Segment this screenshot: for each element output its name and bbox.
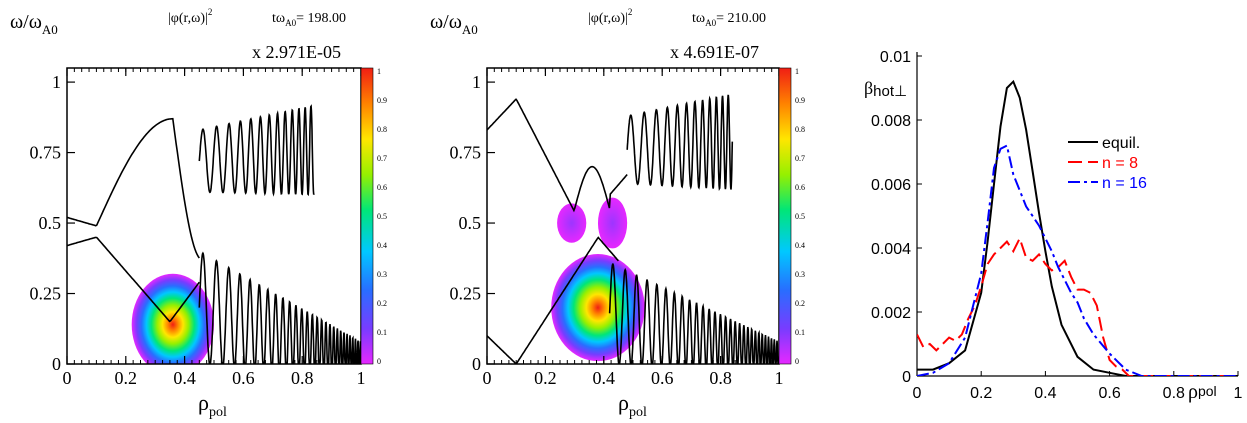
lower-branch-left (487, 236, 619, 364)
legend-label: n = 16 (1102, 175, 1147, 192)
p1-title: |φ(r,ω)|2 (168, 7, 212, 26)
p1-xlabel: ρpol (198, 390, 227, 420)
colorbar-tick-label: 0.6 (795, 183, 805, 192)
heat-blob-1 (131, 273, 214, 364)
heat-blob-3 (597, 197, 628, 249)
x-tick-label: 0.8 (709, 368, 732, 388)
x-tick-label: 0 (913, 385, 922, 402)
colorbar-tick-label: 0.6 (377, 183, 387, 192)
colorbar-tick-label: 0.9 (377, 96, 387, 105)
p2-time: tωA0= 210.00 (692, 11, 766, 28)
y-tick-label: 0.01 (880, 49, 911, 66)
p3-xlabel: ρpol (1188, 381, 1217, 403)
x-tick-label: 0.8 (1163, 385, 1185, 402)
upper-branch-left (487, 98, 628, 213)
p2-plot-area: 0 0.2 0.4 0.6 0.8 1 0 0.25 0.5 0.75 1 1 0.9 0.8 0.7 0.6… (450, 67, 806, 388)
p2-title: |φ(r,ω)|2 (588, 7, 632, 26)
colorbar-tick-label: 0.2 (795, 299, 805, 308)
y-tick-label: 0 (902, 369, 911, 386)
colorbar-tick-label: 0.1 (377, 328, 387, 337)
panel-2: ω/ωA0 |φ(r,ω)|2 tωA0= 210.00 x 4.691E-07… (430, 7, 805, 420)
y-tick-label: 0.5 (459, 213, 482, 233)
p1-time: tωA0= 198.00 (272, 11, 346, 28)
upper-branch-right (626, 94, 734, 192)
colorbar-tick-label: 0.7 (795, 154, 805, 163)
x-tick-label: 1 (357, 368, 366, 388)
y-tick-label: 0 (52, 354, 61, 374)
x-tick-label: 0.2 (115, 368, 138, 388)
colorbar-tick-label: 0.5 (795, 212, 805, 221)
x-tick-label: 0.8 (291, 368, 314, 388)
y-tick-label: 0.25 (30, 284, 62, 304)
y-tick-label: 0.004 (871, 241, 911, 258)
colorbar-tick-label: 1 (377, 67, 381, 76)
p2-xlabel: ρpol (618, 390, 647, 420)
legend: equil. n = 8 n = 16 (1068, 135, 1147, 192)
colorbar-tick-label: 0.2 (377, 299, 387, 308)
x-tick-label: 0.4 (173, 368, 196, 388)
y-tick-label: 0.002 (871, 305, 911, 322)
colorbar-tick-label: 0.3 (795, 270, 805, 279)
colorbar-tick-label: 0.1 (795, 328, 805, 337)
p1-ylabel: ω/ωA0 (10, 11, 58, 37)
colorbar-tick-label: 0 (795, 357, 799, 366)
y-tick-label: 0.008 (871, 113, 911, 130)
panel-3: βhot⊥ 0 0.002 0.004 0.006 0.008 0.01 0 0.2 0.4 0.… (864, 49, 1243, 403)
x-tick-label: 0.6 (1098, 385, 1120, 402)
series-line-equil (917, 79, 1238, 376)
y-tick-label: 1 (52, 72, 61, 92)
p3-plot-area: 0 0.002 0.004 0.006 0.008 0.01 0 0.2 0.4 0.6 0.8 1 e… (871, 49, 1243, 402)
x-tick-label: 1 (1234, 385, 1243, 402)
continuum-curves (67, 104, 361, 364)
colorbar-tick-label: 0.8 (377, 125, 387, 134)
y-tick-label: 0.75 (450, 143, 482, 163)
upper-branch-left (67, 117, 200, 259)
colorbar-tick-label: 0.5 (377, 212, 387, 221)
heat-blob-2 (557, 203, 587, 243)
x-tick-label: 0 (63, 368, 72, 388)
colorbar-tick-label: 0.9 (795, 96, 805, 105)
y-tick-label: 0.006 (871, 177, 911, 194)
upper-branch-right (198, 104, 315, 197)
x-tick-label: 0.2 (534, 368, 557, 388)
p2-ylabel: ω/ωA0 (430, 11, 478, 37)
colorbar-tick-label: 0.8 (795, 125, 805, 134)
p3-ylabel: βhot⊥ (864, 78, 907, 100)
series-line-n-8 (917, 235, 1238, 376)
x-tick-label: 1 (775, 368, 784, 388)
y-tick-label: 0 (472, 354, 481, 374)
colorbar (778, 67, 792, 365)
y-tick-label: 0.25 (450, 284, 482, 304)
colorbar-tick-label: 0.4 (377, 241, 387, 250)
p1-plot-area: 0 0.2 0.4 0.6 0.8 1 0 0.25 0.5 0.75 1 1 0.9 0.8 0.7 0.6… (30, 67, 388, 388)
legend-label: equil. (1102, 135, 1140, 152)
x-tick-label: 0.4 (1034, 385, 1056, 402)
y-tick-label: 0.5 (39, 213, 62, 233)
colorbar (360, 67, 374, 365)
lower-branch-right (198, 251, 361, 364)
x-tick-label: 0.6 (651, 368, 674, 388)
panel-1: ω/ωA0 |φ(r,ω)|2 tωA0= 198.00 x 2.971E-05… (10, 7, 387, 420)
y-tick-label: 1 (472, 72, 481, 92)
continuum-curves (487, 94, 779, 364)
legend-label: n = 8 (1102, 155, 1138, 172)
colorbar-tick-label: 0 (377, 357, 381, 366)
x-tick-label: 0.6 (232, 368, 255, 388)
series-line-n-16 (917, 144, 1238, 376)
heat-blob-1 (551, 254, 645, 362)
y-tick-label: 0.75 (30, 143, 62, 163)
x-tick-label: 0.2 (970, 385, 992, 402)
colorbar-tick-label: 0.4 (795, 241, 805, 250)
x-tick-label: 0 (483, 368, 492, 388)
colorbar-tick-label: 0.7 (377, 154, 387, 163)
x-tick-label: 0.4 (593, 368, 616, 388)
lower-branch-left (67, 236, 200, 323)
colorbar-tick-label: 0.3 (377, 270, 387, 279)
colorbar-tick-label: 1 (795, 67, 799, 76)
p2-scale: x 4.691E-07 (670, 42, 759, 62)
p1-scale: x 2.971E-05 (252, 42, 341, 62)
lower-branch-right (608, 263, 779, 364)
